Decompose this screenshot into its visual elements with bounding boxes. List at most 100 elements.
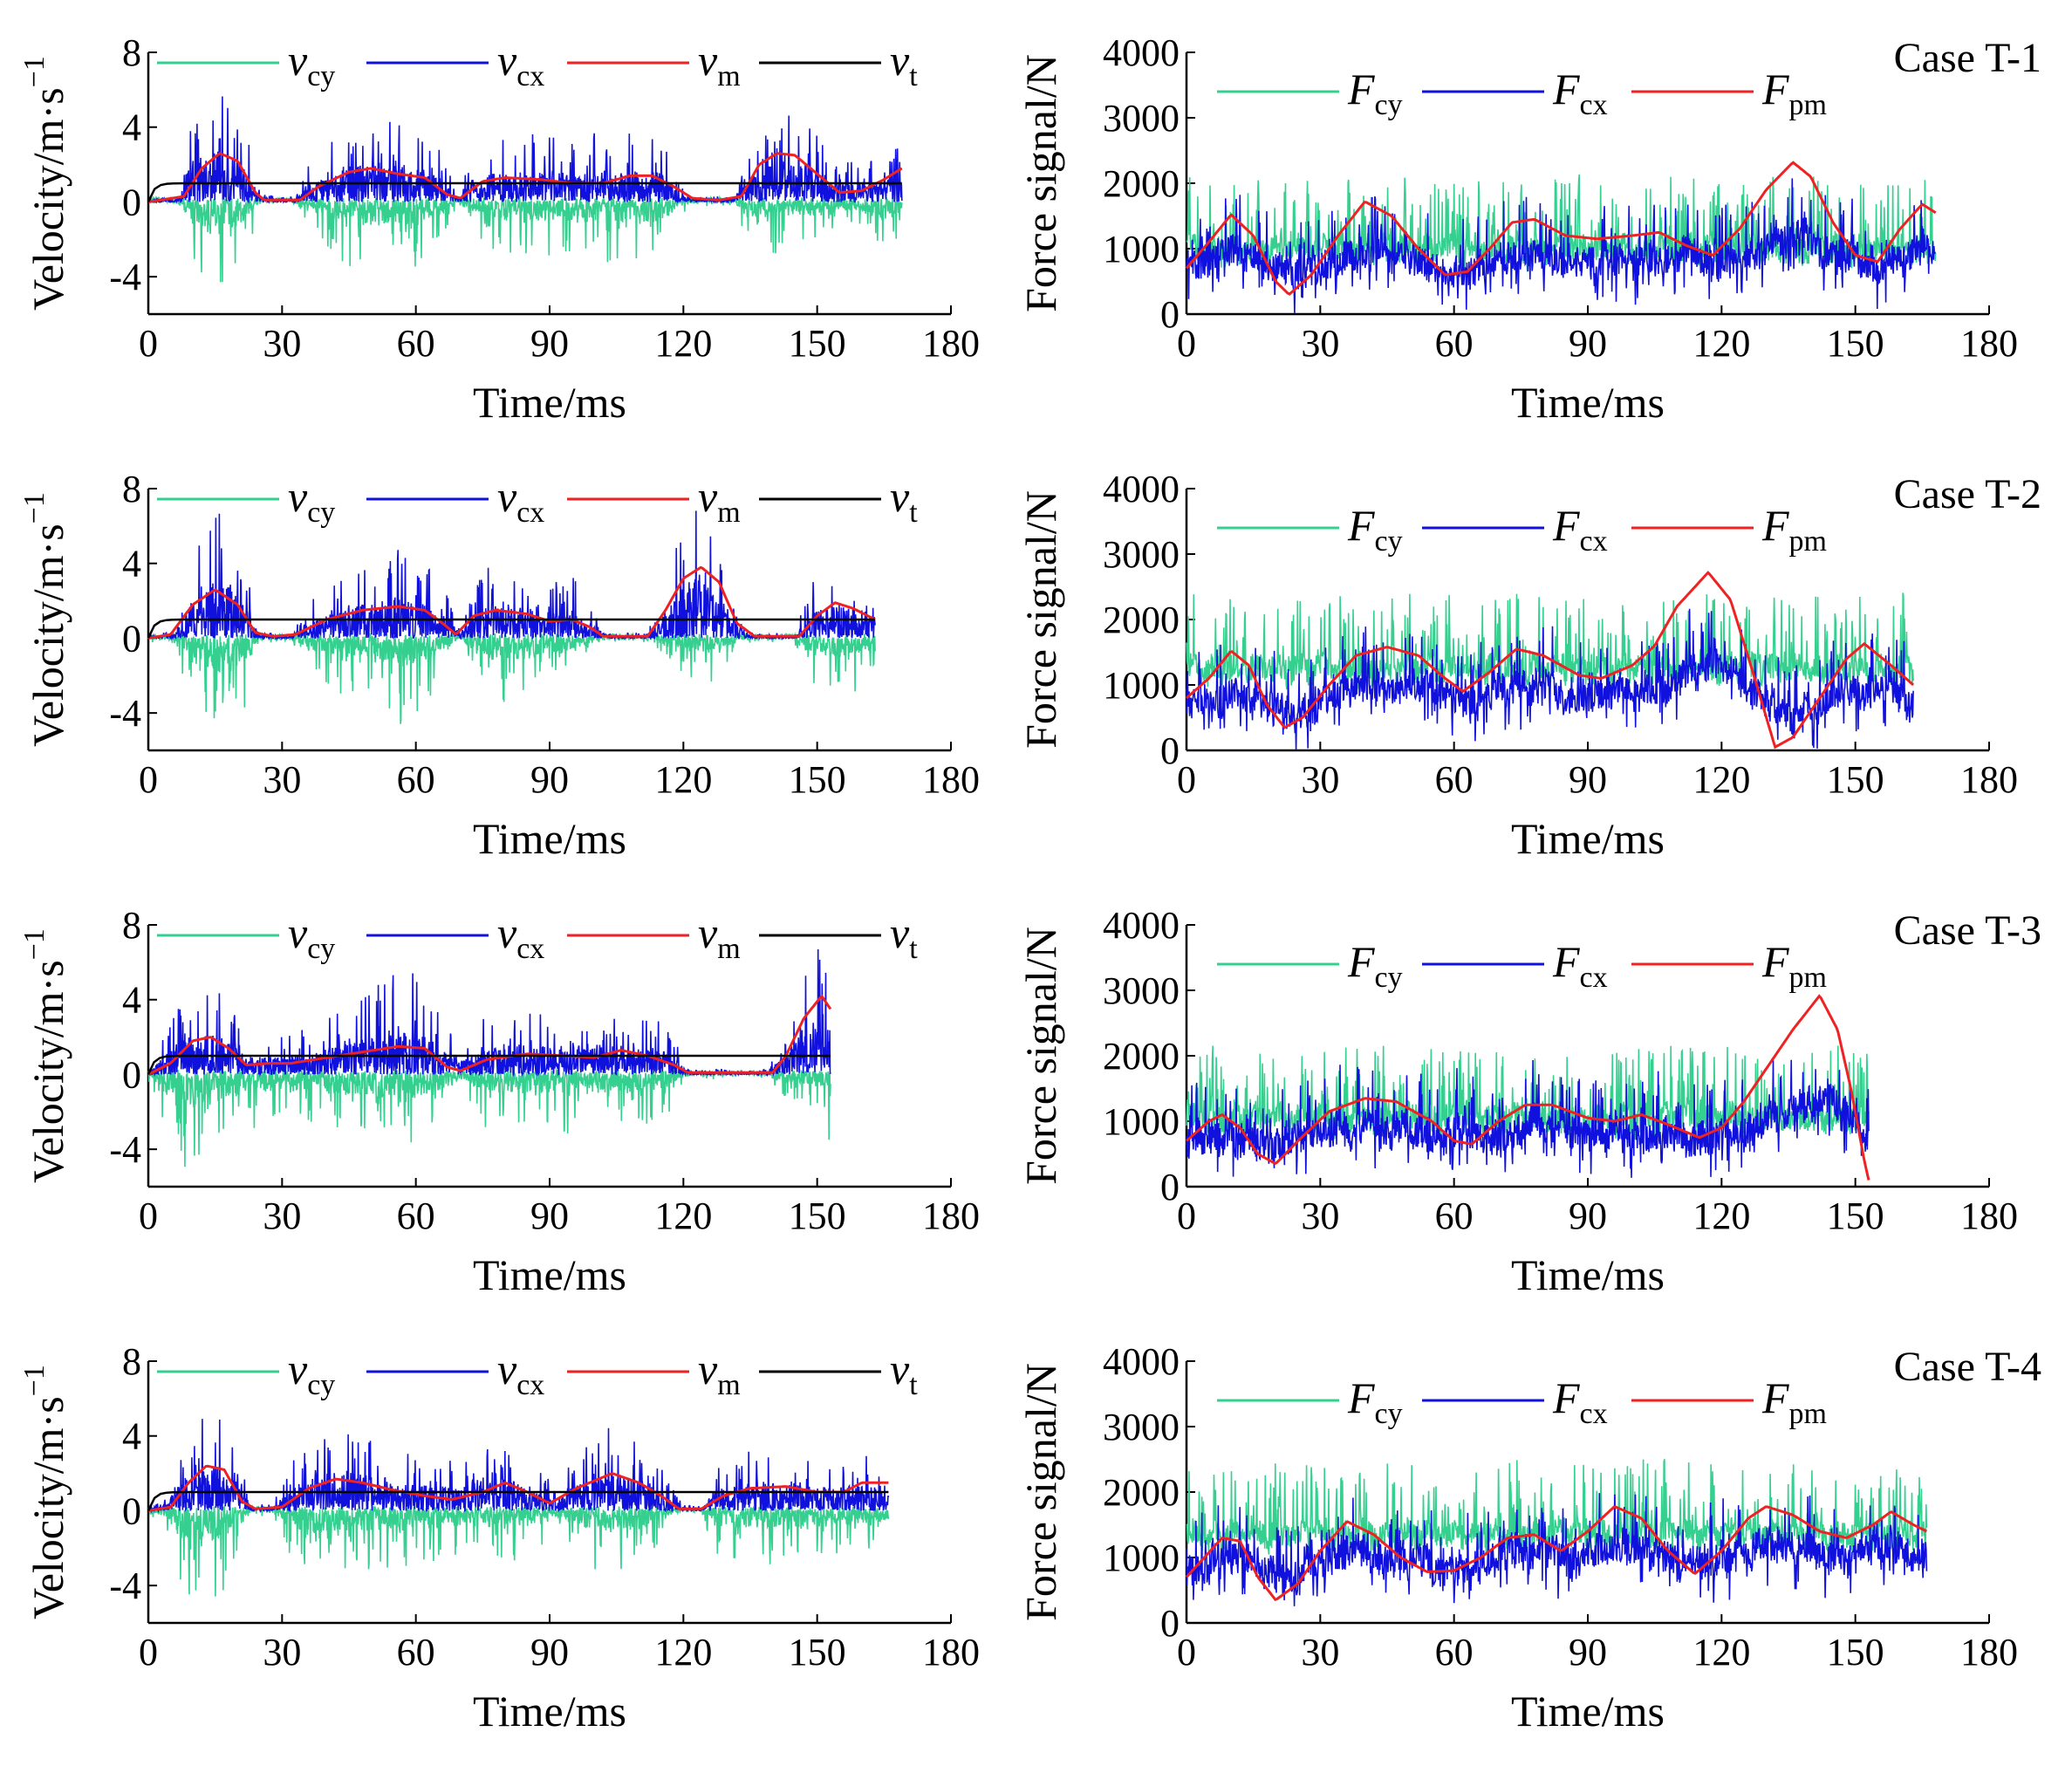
force-y-tick-label: 1000 [1103,1100,1180,1143]
velocity-cy-legend-label: vcy [288,36,335,92]
series-fcx [1186,608,1914,750]
force-y-tick-label: 1000 [1103,228,1180,270]
velocity-chart-2: 0 30 60 90 120 150 180 -4 0 4 8 Time/ms Velocity/m·s… [18,468,980,863]
velocity-x-tick-label: 150 [789,1195,846,1237]
velocity-cy-legend-label: vcy [288,1345,335,1401]
force-y-tick-label: 3000 [1103,969,1180,1012]
velocity-m-legend-label: vm [698,908,741,965]
force-y-tick-label: 2000 [1103,1035,1180,1078]
force-y-tick-label: 4000 [1103,468,1180,510]
velocity-x-axis-label: Time/ms [473,378,626,427]
force-y-tick-label: 1000 [1103,1537,1180,1579]
velocity-x-tick-label: 120 [654,1631,712,1674]
velocity-y-tick-label: 4 [122,1415,141,1458]
force-x-tick-label: 30 [1301,322,1339,365]
series-vcy [147,632,876,724]
velocity-x-tick-label: 150 [789,322,846,365]
velocity-x-tick-label: 90 [530,1631,569,1674]
velocity-y-tick-label: 4 [122,979,141,1022]
velocity-y-axis-label: Velocity/m·s−1 [18,928,72,1183]
velocity-y-tick-label: 0 [122,617,141,660]
velocity-x-axis-label: Time/ms [473,1687,626,1735]
force-x-axis-label: Time/ms [1511,1687,1665,1735]
force-cy-legend-label: Fcy [1347,937,1403,994]
velocity-m-legend-label: vm [698,36,741,92]
force-pm-legend-label: Fpm [1761,1373,1827,1430]
velocity-t-legend-label: vt [890,908,918,965]
series-vcy [147,195,903,283]
force-y-tick-label: 1000 [1103,664,1180,707]
series-fcx [1186,178,1936,313]
velocity-y-axis-label: Velocity/m·s−1 [18,56,72,311]
force-cy-legend-label: Fcy [1347,501,1403,558]
force-x-tick-label: 0 [1177,322,1196,365]
force-y-tick-label: 0 [1160,729,1180,772]
force-x-tick-label: 120 [1692,1195,1750,1237]
force-pm-legend-label: Fpm [1761,937,1827,994]
series-vcy [147,1068,831,1167]
series-vcx [147,96,903,205]
force-x-axis-label: Time/ms [1511,1250,1665,1299]
force-x-tick-label: 120 [1692,758,1750,801]
series-vm [147,1464,889,1512]
velocity-x-tick-label: 0 [139,758,158,801]
force-y-tick-label: 2000 [1103,1471,1180,1514]
force-x-tick-label: 90 [1569,322,1607,365]
force-pm-legend-label: Fpm [1761,65,1827,121]
force-x-tick-label: 180 [1960,758,2018,801]
velocity-x-axis-label: Time/ms [473,814,626,863]
force-y-tick-label: 0 [1160,1166,1180,1208]
force-x-tick-label: 90 [1569,1195,1607,1237]
velocity-cx-legend-label: vcx [497,36,544,92]
velocity-x-tick-label: 150 [789,1631,846,1674]
series-fcx [1186,1493,1928,1606]
velocity-chart-3: 0 30 60 90 120 150 180 -4 0 4 8 Time/ms Velocity/m·s… [18,904,980,1299]
force-x-tick-label: 60 [1435,1631,1474,1674]
force-y-tick-label: 4000 [1103,904,1180,947]
force-y-tick-label: 4000 [1103,1340,1180,1383]
force-cx-legend-label: Fcx [1552,937,1608,994]
case-label: Case T-2 [1894,471,2041,517]
force-cx-legend-label: Fcx [1552,501,1608,558]
velocity-y-axis-label: Velocity/m·s−1 [18,492,72,747]
force-x-tick-label: 60 [1435,758,1474,801]
velocity-y-tick-label: 0 [122,1489,141,1532]
force-y-tick-label: 0 [1160,1602,1180,1645]
velocity-x-tick-label: 60 [397,758,435,801]
force-y-axis-label: Force signal/N [1016,927,1065,1185]
series-vcy [147,1503,890,1597]
velocity-x-tick-label: 0 [139,322,158,365]
velocity-t-legend-label: vt [890,1345,918,1401]
case-label: Case T-1 [1894,35,2041,81]
force-x-tick-label: 60 [1435,1195,1474,1237]
velocity-x-tick-label: 30 [263,322,301,365]
force-y-tick-label: 3000 [1103,97,1180,140]
velocity-cx-legend-label: vcx [497,1345,544,1401]
force-x-tick-label: 150 [1827,758,1884,801]
series-fpm [1186,994,1870,1181]
velocity-chart-1: 0 30 60 90 120 150 180 -4 0 4 8 Time/ms Velocity/m·s… [18,31,980,427]
force-x-tick-label: 180 [1960,1195,2018,1237]
force-x-tick-label: 90 [1569,1631,1607,1674]
velocity-x-tick-label: 120 [654,322,712,365]
velocity-y-axis-label: Velocity/m·s−1 [18,1365,72,1619]
series-vt [147,618,876,639]
force-x-tick-label: 30 [1301,1195,1339,1237]
velocity-chart-4: 0 30 60 90 120 150 180 -4 0 4 8 Time/ms Velocity/m·s… [18,1340,980,1735]
velocity-x-tick-label: 120 [654,758,712,801]
force-x-tick-label: 150 [1827,1195,1884,1237]
velocity-x-tick-label: 0 [139,1195,158,1237]
series-fpm [1185,161,1937,296]
velocity-x-tick-label: 120 [654,1195,712,1237]
force-chart-1: 0 30 60 90 120 150 180 0 1000 2000 3000 4000 Time/ms… [1016,31,2041,427]
velocity-y-tick-label: -4 [109,256,141,298]
case-label: Case T-4 [1894,1344,2041,1390]
series-vm [147,995,832,1076]
velocity-x-tick-label: 60 [397,1195,435,1237]
velocity-x-tick-label: 90 [530,758,569,801]
velocity-y-tick-label: 4 [122,106,141,149]
velocity-cx-legend-label: vcx [497,908,544,965]
force-y-tick-label: 0 [1160,293,1180,336]
velocity-y-tick-label: 8 [122,904,141,947]
case-label: Case T-3 [1894,907,2041,954]
